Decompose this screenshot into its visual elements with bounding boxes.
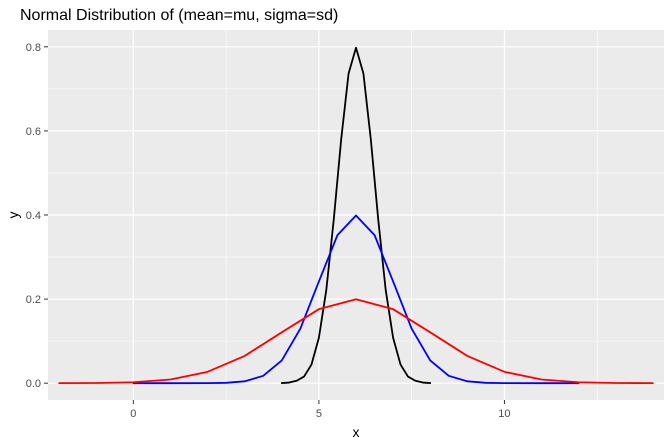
y-axis-title-group: y: [5, 212, 21, 219]
series-layer: [58, 46, 654, 385]
y-tick-label: 0.6: [26, 126, 41, 138]
y-tick-label: 0.2: [26, 294, 41, 306]
x-axis-title: x: [353, 424, 360, 440]
x-axis-ticks: 0 5 10: [130, 400, 511, 420]
y-tick-label: 0.8: [26, 42, 41, 54]
y-tick-label: 0.4: [26, 210, 41, 222]
y-tick-label: 0.0: [26, 378, 41, 390]
x-tick-label: 5: [316, 408, 322, 420]
x-tick-label: 0: [130, 408, 136, 420]
y-axis-ticks: 0.0 0.2 0.4 0.6 0.8: [26, 42, 48, 390]
series-line-2: [132, 214, 580, 385]
y-axis-title: y: [5, 212, 21, 219]
series-line-3: [58, 298, 654, 385]
x-tick-label: 10: [498, 408, 510, 420]
series-line-1: [280, 46, 432, 384]
chart-title: Normal Distribution of (mean=mu, sigma=s…: [20, 7, 338, 24]
